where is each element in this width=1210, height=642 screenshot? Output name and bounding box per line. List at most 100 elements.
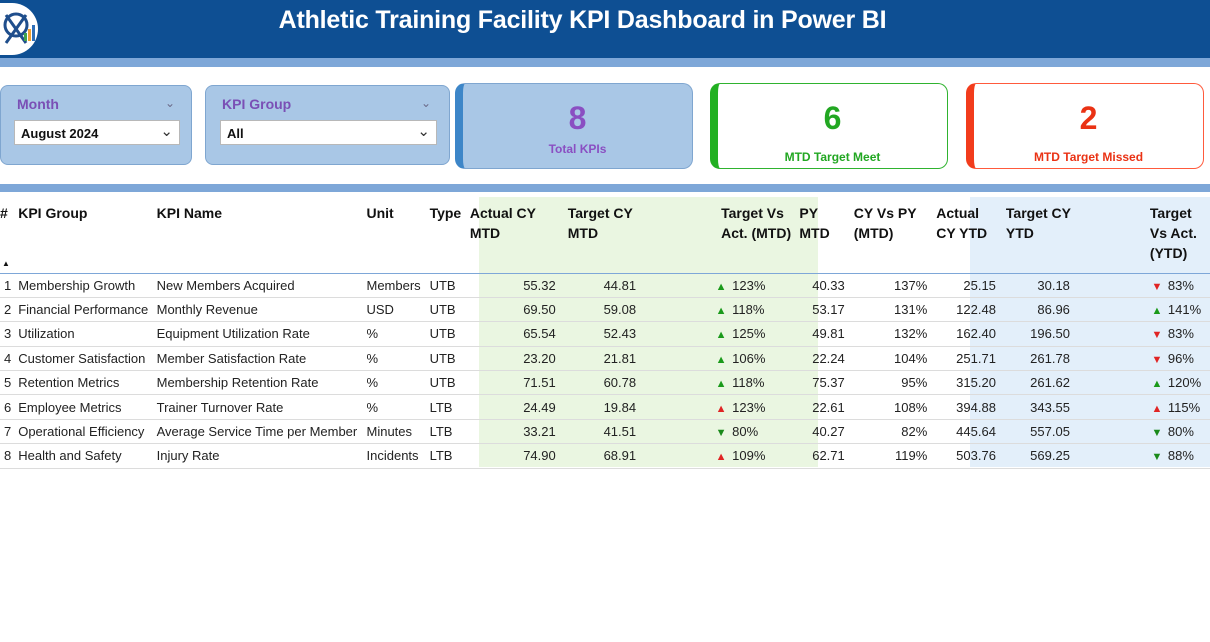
actual-cy-ytd-cell: 315.20: [931, 370, 1002, 396]
col-header-target-vs-act-ytd[interactable]: Target Vs Act. (YTD): [1076, 197, 1210, 273]
table-row[interactable]: 1 Membership Growth New Members Acquired Me…: [0, 272, 1210, 298]
py-mtd-cell: 75.37: [794, 370, 851, 396]
col-header-unit[interactable]: Unit: [366, 205, 394, 221]
col-header-target-cy-ytd[interactable]: Target CY YTD: [1002, 197, 1076, 273]
col-header-num[interactable]: #: [0, 205, 8, 221]
section-stripe: [0, 184, 1210, 192]
target-cy-ytd-cell: 557.05: [1001, 419, 1076, 445]
target-vs-act-ytd-cell-value: 80%: [1167, 424, 1194, 440]
row-number: 3: [0, 321, 15, 347]
table-row[interactable]: 2 Financial Performance Monthly Revenue USD…: [0, 297, 1210, 323]
actual-cy-ytd-cell: 251.71: [931, 346, 1002, 372]
target-vs-act-ytd-cell: ▼ 96%: [1075, 346, 1210, 372]
kpi-table[interactable]: ▲ # KPI Group KPI Name Unit Type Actual …: [0, 197, 1210, 469]
type-cell: UTB: [425, 272, 466, 298]
unit-cell: Minutes: [362, 419, 426, 445]
target-vs-act-mtd-cell: ▲ 123%: [642, 394, 795, 420]
dropdown-arrow-icon[interactable]: ⌄: [417, 123, 430, 140]
target-cy-mtd-cell: 44.81: [561, 272, 643, 298]
table-row[interactable]: 7 Operational Efficiency Average Service T…: [0, 419, 1210, 445]
table-row[interactable]: 6 Employee Metrics Trainer Turnover Rate% L…: [0, 394, 1210, 420]
mtd-target-meet-card: 6 MTD Target Meet: [710, 83, 948, 169]
col-header-py-mtd[interactable]: PY MTD: [799, 205, 830, 241]
triangle-up-icon: ▲: [1151, 378, 1163, 391]
target-cy-mtd-cell: 59.08: [561, 297, 643, 323]
triangle-up-icon: ▲: [715, 402, 727, 415]
sort-ascending-icon[interactable]: ▲: [2, 259, 10, 268]
actual-cy-ytd-cell: 445.64: [931, 419, 1002, 445]
target-cy-ytd-cell: 569.25: [1001, 443, 1076, 469]
triangle-up-icon: ▲: [715, 451, 727, 464]
row-number: 6: [0, 394, 15, 420]
target-cy-mtd-cell: 19.84: [561, 394, 643, 420]
target-vs-act-ytd-cell: ▲ 115%: [1075, 394, 1210, 420]
triangle-up-icon: ▲: [715, 329, 727, 342]
triangle-up-icon: ▲: [715, 378, 727, 391]
table-row[interactable]: 5 Retention Metrics Membership Retention R…: [0, 370, 1210, 396]
py-mtd-cell: 49.81: [794, 321, 851, 347]
chevron-down-icon[interactable]: ⌄: [421, 96, 432, 110]
cy-vs-py-mtd-cell: 108%: [850, 394, 932, 420]
target-vs-act-mtd-cell: ▲ 118%: [642, 297, 795, 323]
type-cell: UTB: [425, 297, 466, 323]
target-vs-act-mtd-cell-value: 118%: [732, 302, 765, 318]
chevron-down-icon[interactable]: ⌄: [165, 96, 176, 110]
py-mtd-cell: 22.24: [794, 346, 851, 372]
py-mtd-cell: 40.27: [794, 419, 851, 445]
cy-vs-py-mtd-cell: 95%: [850, 370, 932, 396]
actual-cy-mtd-cell: 55.32: [465, 272, 562, 298]
col-header-target-vs-act-mtd-text: Target Vs Act. (MTD): [721, 205, 792, 241]
col-header-actual-cy-mtd[interactable]: Actual CY MTD: [466, 197, 562, 273]
table-row[interactable]: 3 Utilization Equipment Utilization Rate% U…: [0, 321, 1210, 347]
target-vs-act-ytd-cell: ▼ 80%: [1075, 419, 1210, 445]
dropdown-arrow-icon[interactable]: ⌄: [160, 123, 173, 140]
unit-cell: %: [362, 394, 426, 420]
table-row[interactable]: 8 Health and Safety Injury Rate Incidents LT…: [0, 443, 1210, 469]
triangle-up-icon: ▲: [715, 280, 727, 293]
col-header-kpi-name[interactable]: KPI Name: [156, 205, 222, 221]
header-bar: [0, 0, 1210, 58]
kpi-name-cell: Monthly Revenue: [152, 297, 363, 323]
cy-vs-py-mtd-cell: 132%: [850, 321, 932, 347]
col-header-target-vs-act-mtd[interactable]: Target Vs Act. (MTD): [642, 197, 794, 273]
actual-cy-ytd-cell: 122.48: [931, 297, 1002, 323]
triangle-down-icon: ▼: [1151, 451, 1163, 464]
col-header-cy-vs-py-mtd[interactable]: CY Vs PY (MTD): [851, 197, 932, 273]
mtd-target-missed-value: 2: [1079, 100, 1098, 136]
target-vs-act-ytd-cell-value: 96%: [1167, 350, 1194, 366]
row-number: 1: [0, 272, 15, 298]
row-number: 2: [0, 297, 15, 323]
target-vs-act-mtd-cell-value: 123%: [732, 399, 766, 415]
total-kpis-label: Total KPIs: [548, 142, 607, 156]
target-vs-act-mtd-cell: ▼ 80%: [642, 419, 795, 445]
target-vs-act-ytd-cell-value: 83%: [1167, 326, 1194, 342]
kpi-group-cell: Membership Growth: [14, 272, 153, 298]
kpi-group-dropdown[interactable]: All ⌄: [220, 120, 437, 145]
col-header-type[interactable]: Type: [429, 205, 462, 221]
col-header-actual-cy-ytd[interactable]: Actual CY YTD: [931, 197, 1002, 273]
actual-cy-mtd-cell: 65.54: [465, 321, 562, 347]
type-cell: UTB: [425, 321, 466, 347]
target-vs-act-ytd-cell: ▲ 120%: [1075, 370, 1210, 396]
triangle-down-icon: ▼: [715, 427, 727, 440]
triangle-up-icon: ▲: [715, 305, 727, 318]
month-dropdown[interactable]: August 2024 ⌄: [14, 120, 180, 145]
type-cell: LTB: [425, 419, 466, 445]
target-vs-act-ytd-cell: ▼ 88%: [1075, 443, 1210, 469]
col-header-target-cy-mtd[interactable]: Target CY MTD: [562, 197, 642, 273]
actual-cy-mtd-cell: 69.50: [465, 297, 562, 323]
actual-cy-ytd-cell: 162.40: [931, 321, 1002, 347]
col-header-kpi-group[interactable]: KPI Group: [18, 205, 88, 221]
table-row[interactable]: 4 Customer Satisfaction Member Satisfactio…: [0, 346, 1210, 372]
kpi-group-cell: Customer Satisfaction: [14, 346, 153, 372]
table-header-row: # KPI Group KPI Name Unit Type Actual CY…: [0, 197, 1210, 273]
month-slicer[interactable]: Month ⌄ August 2024 ⌄: [0, 85, 192, 165]
py-mtd-cell: 53.17: [794, 297, 851, 323]
target-vs-act-mtd-cell: ▲ 118%: [642, 370, 795, 396]
kpi-group-slicer[interactable]: KPI Group ⌄ All ⌄: [205, 85, 450, 165]
actual-cy-mtd-cell: 24.49: [465, 394, 562, 420]
unit-cell: %: [362, 321, 426, 347]
type-cell: LTB: [425, 443, 466, 469]
kpi-group-cell: Health and Safety: [14, 443, 153, 469]
py-mtd-cell: 62.71: [794, 443, 851, 469]
